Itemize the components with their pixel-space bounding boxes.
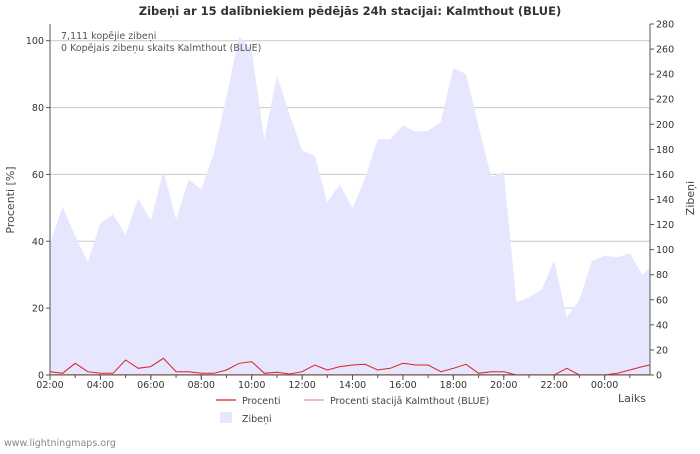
series-area-zibeni xyxy=(50,36,650,375)
y-axis-left-label: Procenti [%] xyxy=(4,166,17,233)
y-right-tick-label-160: 160 xyxy=(656,170,674,181)
legend-label-station: Procenti stacijā Kalmthout (BLUE) xyxy=(330,396,489,407)
x-tick-label-02:00: 02:00 xyxy=(36,380,63,391)
annotation-total: 7,111 kopējie zibeņi xyxy=(61,31,156,42)
x-tick-label-00:00: 00:00 xyxy=(591,380,618,391)
y-left-tick-label-100: 100 xyxy=(26,36,44,47)
area-layer xyxy=(50,36,650,375)
chart-title: Zibeņi ar 15 dalībniekiem pēdējās 24h st… xyxy=(139,4,561,18)
y-right-tick-label-140: 140 xyxy=(656,195,674,206)
x-tick-label-10:00: 10:00 xyxy=(238,380,265,391)
x-tick-label-22:00: 22:00 xyxy=(541,380,568,391)
footer-credit[interactable]: www.lightningmaps.org xyxy=(4,438,116,449)
x-tick-label-06:00: 06:00 xyxy=(137,380,164,391)
y-right-tick-label-200: 200 xyxy=(656,120,674,131)
y-axis-right-label: Zibeņi xyxy=(684,181,697,215)
y-right-tick-label-240: 240 xyxy=(656,70,674,81)
y-right-tick-label-120: 120 xyxy=(656,220,674,231)
y-left-tick-label-20: 20 xyxy=(32,304,44,315)
legend-swatch-zibeni xyxy=(220,412,232,423)
x-tick-label-12:00: 12:00 xyxy=(288,380,315,391)
y-right-tick-label-40: 40 xyxy=(656,320,668,331)
x-axis-label: Laiks xyxy=(618,392,646,405)
legend-label-zibeni: Zibeņi xyxy=(242,414,272,425)
y-right-tick-label-180: 180 xyxy=(656,145,674,156)
x-tick-label-14:00: 14:00 xyxy=(339,380,366,391)
y-right-tick-label-220: 220 xyxy=(656,95,674,106)
annotation-station: 0 Kopējais zibeņu skaits Kalmthout (BLUE… xyxy=(61,43,261,54)
x-tick-label-08:00: 08:00 xyxy=(188,380,215,391)
y-right-tick-label-0: 0 xyxy=(656,371,662,382)
x-tick-label-20:00: 20:00 xyxy=(490,380,517,391)
y-right-tick-label-60: 60 xyxy=(656,295,668,306)
x-tick-label-16:00: 16:00 xyxy=(389,380,416,391)
y-right-tick-label-280: 280 xyxy=(656,20,674,31)
legend-label-procenti: Procenti xyxy=(242,396,281,407)
y-left-tick-label-60: 60 xyxy=(32,170,44,181)
y-right-tick-label-20: 20 xyxy=(656,345,668,356)
y-right-tick-label-100: 100 xyxy=(656,245,674,256)
legend: Procenti Procenti stacijā Kalmthout (BLU… xyxy=(216,396,489,425)
y-left-tick-label-0: 0 xyxy=(38,371,44,382)
axes: 0 20 40 60 80 100 0 20 40 60 80 100 120 140 160 180 200 2… xyxy=(26,20,674,392)
y-left-tick-label-80: 80 xyxy=(32,103,44,114)
x-tick-label-04:00: 04:00 xyxy=(87,380,114,391)
x-tick-label-18:00: 18:00 xyxy=(440,380,467,391)
y-right-tick-label-80: 80 xyxy=(656,270,668,281)
y-right-tick-label-260: 260 xyxy=(656,45,674,56)
y-left-tick-label-40: 40 xyxy=(32,237,44,248)
